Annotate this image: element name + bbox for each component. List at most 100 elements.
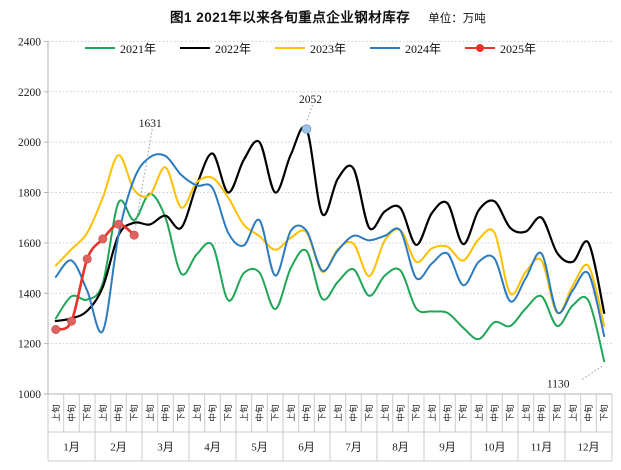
x-axis-period-label: 中旬 <box>114 404 124 421</box>
x-axis-period-label: 下旬 <box>552 404 562 421</box>
legend-line <box>274 47 305 50</box>
x-axis-period-label: 下旬 <box>82 404 92 421</box>
x-axis-period-label: 中旬 <box>208 404 218 421</box>
x-axis-period-label: 中旬 <box>584 404 594 421</box>
legend-line-swatch <box>370 47 400 50</box>
x-axis-period-label: 上旬 <box>286 404 296 421</box>
x-axis-month-label: 6月 <box>298 442 315 454</box>
annotation-label-1130: 1130 <box>547 378 570 390</box>
x-axis-month-label: 1月 <box>63 442 80 454</box>
x-axis-period-label: 上旬 <box>427 404 437 421</box>
legend-line-swatch <box>84 47 115 50</box>
x-axis-period-label: 中旬 <box>67 404 77 421</box>
x-axis-period-label: 中旬 <box>396 404 406 421</box>
legend-marker-dot <box>476 44 485 52</box>
x-axis-period-label: 下旬 <box>176 404 186 421</box>
x-axis-month-label: 11月 <box>531 442 553 454</box>
x-axis-month-label: 8月 <box>392 442 409 454</box>
y-axis-label-2400: 2400 <box>18 36 41 48</box>
chart-title: 图1 2021年以来各旬重点企业钢材库存 <box>170 10 411 25</box>
x-axis-period-label: 中旬 <box>302 404 312 421</box>
legend-label: 2025年 <box>500 42 537 56</box>
annotation-label-2052: 2052 <box>299 94 322 106</box>
x-axis-period-label: 上旬 <box>145 404 155 421</box>
legend-label: 2022年 <box>214 42 251 56</box>
legend-item-2023: 2023年 <box>274 40 346 57</box>
y-axis-label-1600: 1600 <box>18 238 41 250</box>
x-axis-period-label: 中旬 <box>537 404 547 421</box>
chart-legend: 2021年 2022年 2023年 2024年 2025年 <box>0 40 621 57</box>
x-axis-month-label: 5月 <box>251 442 268 454</box>
annotation-connector-2052 <box>306 104 313 123</box>
annotation-connector-1130 <box>581 365 603 380</box>
legend-item-2024: 2024年 <box>370 40 441 57</box>
x-axis-period-label: 下旬 <box>317 404 327 421</box>
x-axis-period-label: 上旬 <box>474 404 484 421</box>
x-axis-period-label: 下旬 <box>505 404 515 421</box>
x-axis-period-label: 下旬 <box>458 404 468 421</box>
y-axis-label-1400: 1400 <box>18 288 41 300</box>
x-axis-month-label: 9月 <box>439 442 456 454</box>
unit-label: 单位：万吨 <box>428 13 486 25</box>
x-axis-period-label: 上旬 <box>98 404 108 421</box>
x-axis-period-label: 下旬 <box>599 404 609 421</box>
x-axis-month-label: 3月 <box>157 442 174 454</box>
x-axis-period-label: 上旬 <box>239 404 249 421</box>
x-axis-period-label: 上旬 <box>192 404 202 421</box>
legend-item-2021: 2021年 <box>84 40 156 57</box>
legend-item-2025: 2025年 <box>465 40 536 57</box>
series-line-2024 <box>54 153 606 338</box>
x-axis-period-label: 上旬 <box>380 404 390 421</box>
x-axis-period-label: 上旬 <box>521 404 531 421</box>
legend-item-2022: 2022年 <box>179 40 251 57</box>
x-axis-month-label: 2月 <box>110 442 127 454</box>
x-axis-month-label: 10月 <box>484 442 506 454</box>
legend-label: 2023年 <box>309 42 346 56</box>
y-axis-label-2200: 2200 <box>18 87 41 99</box>
x-axis-period-label: 下旬 <box>411 404 421 421</box>
x-axis-month-label: 7月 <box>345 442 362 454</box>
legend-line <box>84 47 115 50</box>
data-point-marker-2025 <box>114 219 124 229</box>
legend-line <box>370 47 400 50</box>
data-point-marker-2025 <box>82 254 92 264</box>
legend-label: 2021年 <box>119 42 156 56</box>
legend-line <box>179 47 210 50</box>
x-axis-month-label: 12月 <box>578 442 600 454</box>
series-line-2025 <box>54 222 136 331</box>
legend-line-swatch <box>465 44 496 52</box>
x-axis-period-label: 上旬 <box>568 404 578 421</box>
x-axis-period-label: 下旬 <box>129 404 139 421</box>
series-line-2023 <box>54 154 606 327</box>
y-axis-label-1800: 1800 <box>18 188 41 200</box>
x-axis-period-label: 中旬 <box>255 404 265 421</box>
data-point-marker-2025 <box>51 324 61 334</box>
x-axis-period-label: 下旬 <box>270 404 280 421</box>
annotation-marker-2052 <box>301 124 312 134</box>
series-line-2022 <box>54 125 606 323</box>
x-axis-month-label: 4月 <box>204 442 221 454</box>
x-axis-period-label: 中旬 <box>490 404 500 421</box>
y-axis-label-2000: 2000 <box>18 137 41 149</box>
data-point-marker-2025 <box>129 230 139 240</box>
x-axis-period-label: 中旬 <box>443 404 453 421</box>
y-axis-label-1000: 1000 <box>18 389 41 401</box>
x-axis-period-label: 下旬 <box>364 404 374 421</box>
x-axis-period-label: 中旬 <box>161 404 171 421</box>
legend-label: 2024年 <box>405 42 442 56</box>
data-point-marker-2025 <box>98 234 108 244</box>
legend-line-swatch <box>179 47 210 50</box>
data-point-marker-2025 <box>67 316 77 326</box>
y-axis-label-1200: 1200 <box>18 339 41 351</box>
legend-line-swatch <box>274 47 305 50</box>
x-axis-period-label: 中旬 <box>349 404 359 421</box>
x-axis-period-label: 上旬 <box>51 404 61 421</box>
chart-header: 图1 2021年以来各旬重点企业钢材库存 单位：万吨 <box>170 6 486 26</box>
annotation-connector-1631 <box>134 129 153 229</box>
x-axis-period-label: 下旬 <box>223 404 233 421</box>
annotation-label-1631: 1631 <box>139 118 162 130</box>
x-axis-period-label: 上旬 <box>333 404 343 421</box>
series-line-2021 <box>54 192 606 363</box>
